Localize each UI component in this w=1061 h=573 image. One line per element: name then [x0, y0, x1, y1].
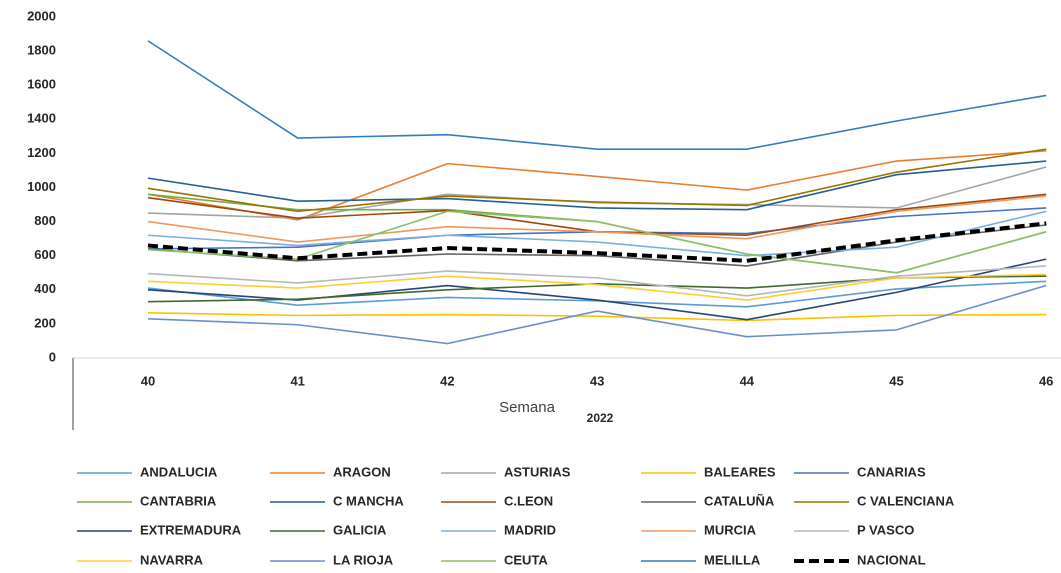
series-line [147, 221, 1047, 263]
legend-label: C VALENCIANA [857, 493, 955, 508]
series-line [147, 195, 1047, 243]
x-axis-subtitle: 2022 [587, 411, 614, 425]
series-line [147, 273, 1047, 301]
x-tick-label: 44 [740, 373, 755, 388]
series-line [147, 265, 1047, 297]
series-line [147, 280, 1047, 308]
y-tick-label: 1400 [27, 111, 56, 126]
legend-label: EXTREMADURA [140, 522, 242, 537]
legend-label: NACIONAL [857, 552, 926, 567]
y-tick-label: 1800 [27, 43, 56, 58]
x-axis-title: Semana [499, 399, 556, 416]
series-line [147, 150, 1047, 221]
legend-label: MELILLA [704, 552, 761, 567]
y-tick-label: 400 [34, 281, 56, 296]
legend-label: LA RIOJA [333, 552, 394, 567]
legend-label: ASTURIAS [504, 464, 571, 479]
y-tick-label: 1000 [27, 179, 56, 194]
series-line [147, 193, 1047, 237]
legend-label: CANTABRIA [140, 493, 217, 508]
x-tick-label: 41 [290, 373, 304, 388]
legend-label: CANARIAS [857, 464, 926, 479]
legend-label: CEUTA [504, 552, 548, 567]
y-tick-label: 2000 [27, 8, 56, 23]
x-tick-label: 46 [1039, 373, 1053, 388]
series-line [147, 40, 1047, 150]
y-tick-label: 600 [34, 247, 56, 262]
y-tick-label: 0 [49, 349, 56, 364]
y-tick-label: 200 [34, 315, 56, 330]
legend-label: P VASCO [857, 522, 914, 537]
legend-label: ARAGON [333, 464, 391, 479]
x-tick-label: 40 [141, 373, 155, 388]
legend-label: NAVARRA [140, 552, 204, 567]
legend-label: C.LEON [504, 493, 553, 508]
series-line [147, 312, 1047, 322]
y-tick-label: 800 [34, 213, 56, 228]
y-tick-label: 1200 [27, 145, 56, 160]
x-tick-label: 42 [440, 373, 454, 388]
legend-label: MADRID [504, 522, 556, 537]
series-line [147, 148, 1047, 213]
y-tick-label: 1600 [27, 77, 56, 92]
series-line [147, 284, 1047, 345]
legend-label: GALICIA [333, 522, 387, 537]
series-line [147, 258, 1047, 321]
x-tick-label: 45 [889, 373, 903, 388]
series-line [147, 210, 1047, 257]
series-line [147, 160, 1047, 211]
legend-label: MURCIA [704, 522, 757, 537]
legend-label: C MANCHA [333, 493, 404, 508]
legend-label: BALEARES [704, 464, 776, 479]
legend-label: CATALUÑA [704, 493, 775, 508]
series-line [147, 193, 1047, 274]
x-tick-label: 43 [590, 373, 604, 388]
legend-label: ANDALUCIA [140, 464, 218, 479]
